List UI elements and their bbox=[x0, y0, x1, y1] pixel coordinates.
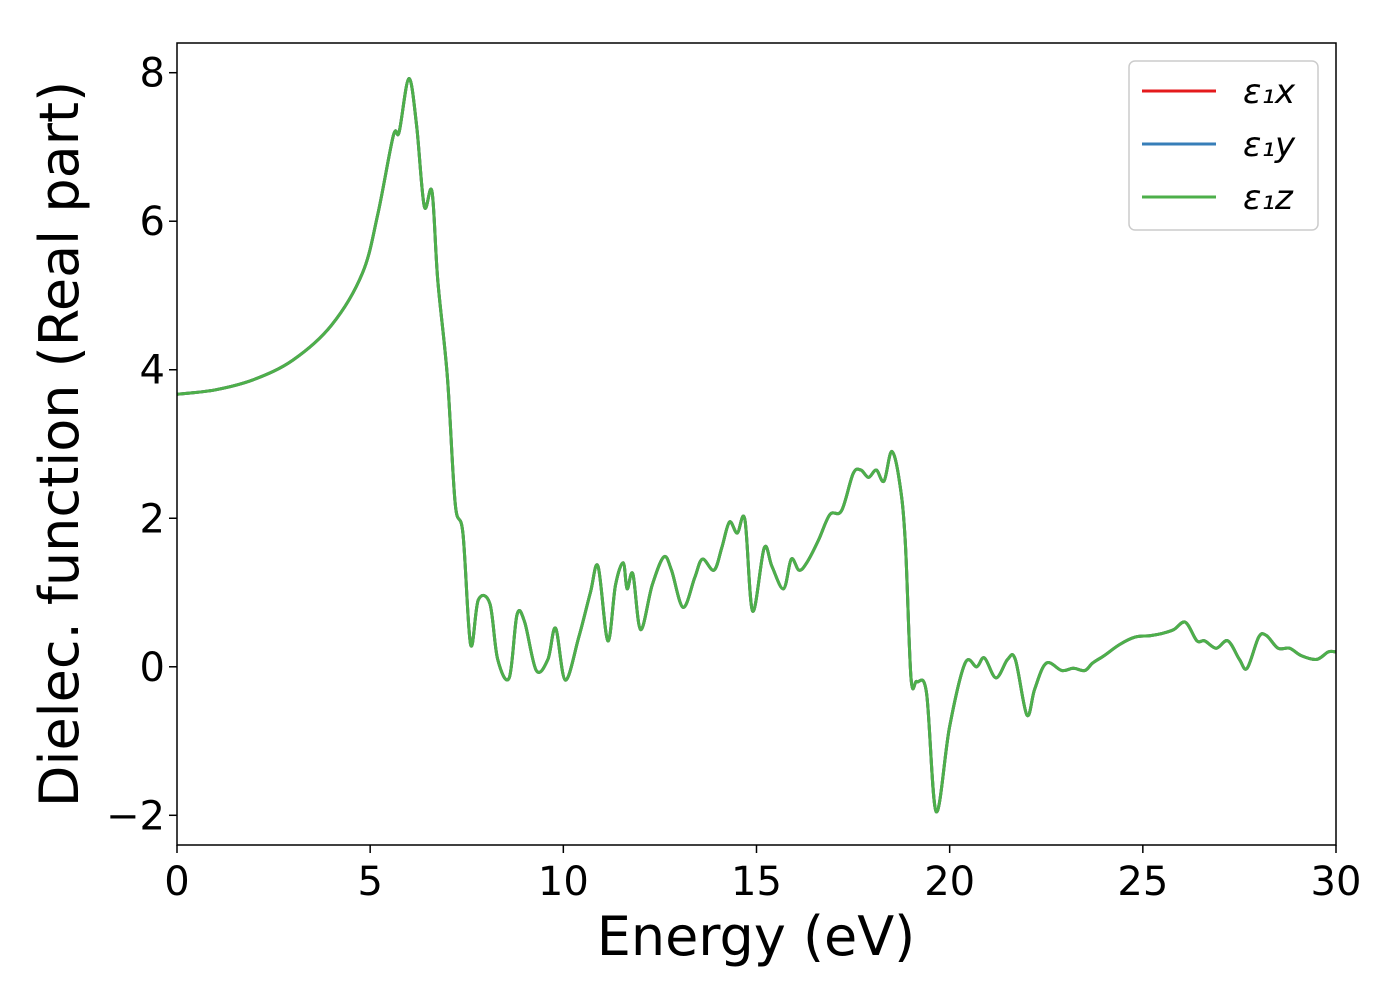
y-tick-label: −2 bbox=[106, 793, 165, 839]
x-axis-ticks: 0 5 10 15 20 25 30 bbox=[164, 845, 1361, 905]
x-tick-label: 0 bbox=[164, 859, 189, 905]
x-tick-label: 30 bbox=[1311, 859, 1362, 905]
series-line-3 bbox=[177, 77, 1336, 814]
y-tick-label: 0 bbox=[140, 645, 165, 691]
y-tick-label: 2 bbox=[140, 496, 165, 542]
legend-label-1: ε₁x bbox=[1243, 72, 1296, 112]
y-tick-label: 8 bbox=[140, 51, 165, 97]
x-axis-label: Energy (eV) bbox=[597, 905, 916, 968]
x-tick-label: 5 bbox=[357, 859, 382, 905]
x-tick-label: 20 bbox=[924, 859, 975, 905]
series-layer bbox=[177, 77, 1336, 814]
legend-label-3: ε₁z bbox=[1243, 178, 1294, 218]
y-axis-ticks: −2 0 2 4 6 8 bbox=[106, 51, 177, 839]
legend: ε₁x ε₁y ε₁z bbox=[1128, 60, 1319, 231]
x-tick-label: 10 bbox=[538, 859, 589, 905]
y-tick-label: 6 bbox=[140, 199, 165, 245]
legend-box bbox=[1128, 60, 1319, 231]
y-axis-label: Dielec. function (Real part) bbox=[28, 81, 91, 807]
x-tick-label: 25 bbox=[1117, 859, 1168, 905]
y-tick-label: 4 bbox=[140, 348, 165, 394]
legend-label-2: ε₁y bbox=[1243, 125, 1296, 165]
x-tick-label: 15 bbox=[731, 859, 782, 905]
